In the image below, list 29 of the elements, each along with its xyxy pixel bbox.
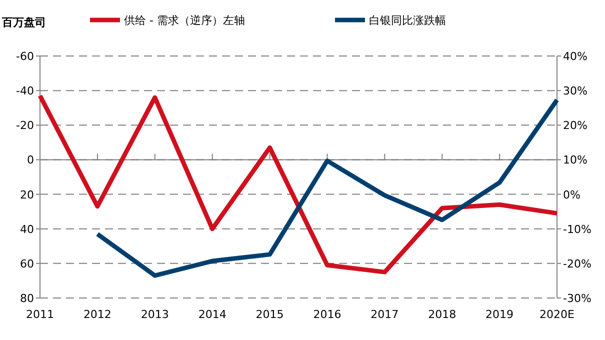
y-tick-label: -40: [16, 84, 34, 98]
legend-label: 供给 - 需求（逆序）左轴: [124, 14, 245, 27]
x-tick-label: 2019: [486, 308, 514, 321]
x-tick-label: 2020E: [540, 308, 575, 321]
y2-tick-label: 10%: [563, 154, 588, 167]
y2-tick-label: 20%: [563, 119, 588, 132]
y2-tick-label: -20%: [563, 257, 592, 270]
y2-tick-label: -30%: [563, 292, 592, 305]
y2-tick-label: -10%: [563, 222, 592, 236]
y-tick-label: 80: [20, 292, 34, 305]
x-tick-label: 2017: [370, 308, 399, 321]
x-tick-label: 2012: [83, 308, 112, 321]
x-tick-label: 2013: [140, 308, 169, 321]
y-tick-label: 20: [20, 188, 34, 202]
y-tick-label: 0: [27, 154, 34, 167]
y-axis-title: 百万盘司: [1, 16, 46, 29]
x-tick-label: 2014: [198, 308, 226, 321]
y-tick-label: 40: [20, 222, 34, 236]
y2-tick-label: 40%: [563, 50, 588, 63]
y-tick-label: -20: [16, 119, 34, 132]
y2-tick-label: 30%: [563, 84, 588, 98]
y-tick-label: 60: [20, 257, 34, 270]
y2-tick-label: 0%: [563, 188, 580, 202]
legend-label: 白银同比涨跌幅: [369, 14, 446, 27]
x-tick-label: 2018: [428, 308, 456, 321]
y-tick-label: -60: [16, 50, 34, 63]
x-tick-label: 2015: [256, 308, 284, 321]
x-tick-label: 2011: [26, 308, 54, 321]
x-tick-label: 2016: [313, 308, 342, 321]
